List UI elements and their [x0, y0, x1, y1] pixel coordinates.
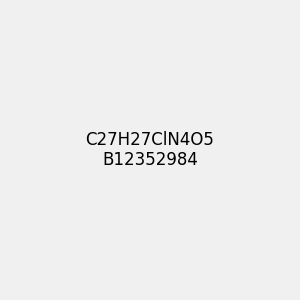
Text: C27H27ClN4O5
B12352984: C27H27ClN4O5 B12352984 [85, 130, 214, 170]
